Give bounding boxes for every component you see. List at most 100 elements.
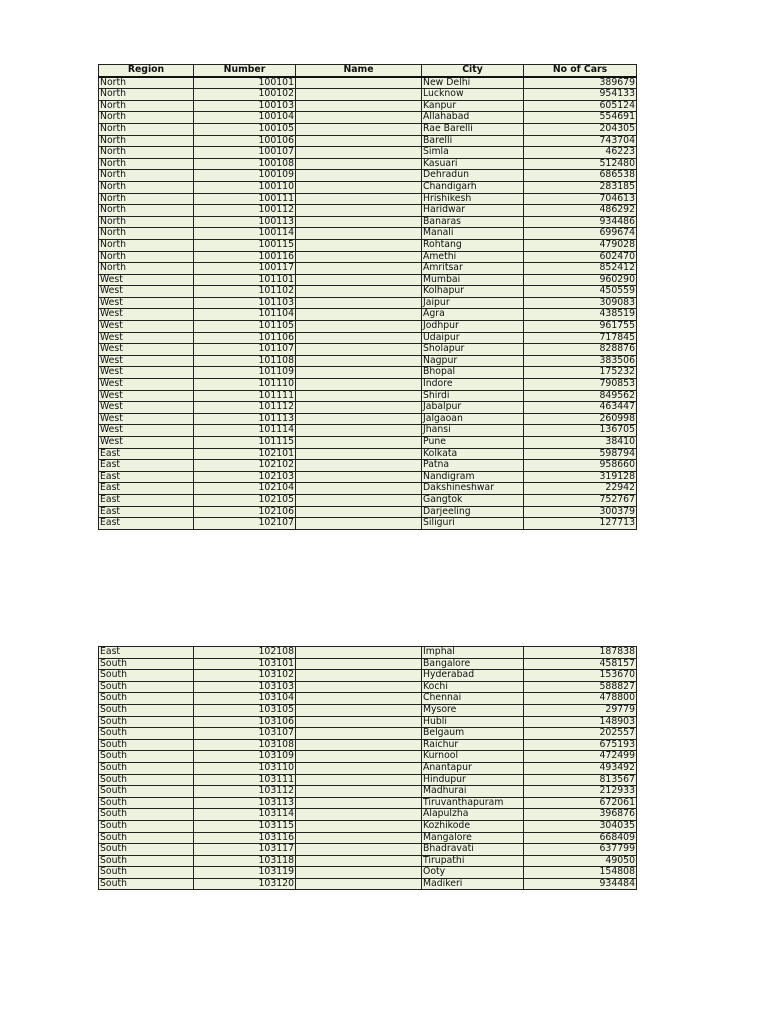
name-cell	[295, 192, 422, 206]
city-cell: Rae Barelli	[421, 122, 524, 136]
name-cell	[295, 761, 422, 775]
region-cell: South	[98, 877, 194, 891]
city-cell: New Delhi	[421, 76, 524, 90]
cars-cell: 598794	[523, 447, 637, 461]
region-cell: East	[98, 646, 194, 659]
city-cell: Dehradun	[421, 169, 524, 182]
name-cell	[295, 122, 422, 136]
name-cell	[295, 831, 422, 845]
header-number: Number	[193, 63, 296, 78]
name-cell	[295, 646, 422, 659]
cars-cell: 283185	[523, 180, 637, 194]
region-cell: South	[98, 808, 194, 821]
region-cell: South	[98, 669, 194, 682]
table-row: West 101102 Kolhapur 450559	[98, 285, 637, 298]
number-cell: 102106	[193, 505, 296, 519]
cars-cell: 309083	[523, 296, 637, 310]
name-cell	[295, 366, 422, 380]
city-cell: Imphal	[421, 646, 524, 659]
city-cell: Nandigram	[421, 470, 524, 484]
city-cell: Hrishikesh	[421, 192, 524, 206]
number-cell: 102107	[193, 517, 296, 530]
name-cell	[295, 470, 422, 484]
table-body: North 100101 New Delhi 389679 North 100102 Luc…	[98, 76, 637, 530]
name-cell	[295, 227, 422, 240]
city-cell: Kolhapur	[421, 285, 524, 298]
table-row: East 102101 Kolkata 598794	[98, 447, 637, 461]
table-row: East 102108 Imphal 187838	[98, 646, 637, 659]
cars-cell: 479028	[523, 238, 637, 252]
region-cell: South	[98, 773, 194, 787]
city-cell: Chennai	[421, 692, 524, 705]
number-cell: 100116	[193, 250, 296, 264]
city-cell: Indore	[421, 378, 524, 391]
table-row: West 101111 Shirdi 849562	[98, 389, 637, 403]
cars-cell: 752767	[523, 493, 637, 507]
name-cell	[295, 389, 422, 403]
number-cell: 101104	[193, 308, 296, 322]
number-cell: 100104	[193, 111, 296, 124]
number-cell: 101110	[193, 378, 296, 391]
table-row: North 100113 Banaras 934486	[98, 215, 637, 229]
number-cell: 103105	[193, 703, 296, 717]
name-cell	[295, 715, 422, 729]
city-cell: Lucknow	[421, 88, 524, 101]
city-cell: Tiruvanthapuram	[421, 796, 524, 810]
cars-cell: 813567	[523, 773, 637, 787]
table-row: South 103107 Belgaum 202557	[98, 727, 637, 740]
table-row: South 103113 Tiruvanthapuram 672061	[98, 796, 637, 810]
cars-cell: 602470	[523, 250, 637, 264]
number-cell: 101114	[193, 424, 296, 437]
number-cell: 103113	[193, 796, 296, 810]
number-cell: 100109	[193, 169, 296, 182]
number-cell: 101113	[193, 412, 296, 426]
cars-cell: 383506	[523, 354, 637, 368]
region-cell: West	[98, 436, 194, 449]
city-cell: Alapulzha	[421, 808, 524, 821]
city-cell: Jalgaoan	[421, 412, 524, 426]
region-cell: North	[98, 192, 194, 206]
table-row: East 102102 Patna 958660	[98, 459, 637, 472]
cars-cell: 790853	[523, 378, 637, 391]
city-cell: Amethi	[421, 250, 524, 264]
number-cell: 103112	[193, 785, 296, 798]
city-cell: Jodhpur	[421, 320, 524, 333]
number-cell: 103107	[193, 727, 296, 740]
city-cell: Pune	[421, 436, 524, 449]
region-cell: North	[98, 76, 194, 90]
name-cell	[295, 401, 422, 414]
region-cell: West	[98, 366, 194, 380]
table-row: West 101114 Jhansi 136705	[98, 424, 637, 437]
cars-cell: 22942	[523, 482, 637, 495]
city-cell: Bhopal	[421, 366, 524, 380]
name-cell	[295, 343, 422, 356]
name-cell	[295, 669, 422, 682]
number-cell: 100102	[193, 88, 296, 101]
name-cell	[295, 447, 422, 461]
cars-cell: 187838	[523, 646, 637, 659]
name-cell	[295, 331, 422, 345]
table-row: South 103106 Hubli 148903	[98, 715, 637, 729]
number-cell: 100112	[193, 204, 296, 217]
table-row: South 103118 Tirupathi 49050	[98, 854, 637, 868]
number-cell: 100107	[193, 146, 296, 159]
region-cell: South	[98, 715, 194, 729]
name-cell	[295, 378, 422, 391]
name-cell	[295, 482, 422, 495]
table-row: North 100108 Kasuari 512480	[98, 157, 637, 171]
name-cell	[295, 296, 422, 310]
cars-cell: 472499	[523, 750, 637, 763]
header-region: Region	[98, 63, 194, 78]
city-cell: Madikeri	[421, 877, 524, 891]
city-cell: Jabalpur	[421, 401, 524, 414]
region-cell: North	[98, 238, 194, 252]
city-cell: Bhadravati	[421, 843, 524, 856]
region-cell: South	[98, 761, 194, 775]
table-row: West 101107 Sholapur 828876	[98, 343, 637, 356]
number-cell: 101101	[193, 273, 296, 287]
city-cell: Mangalore	[421, 831, 524, 845]
table-row: West 101112 Jabalpur 463447	[98, 401, 637, 414]
table-row: North 100104 Allahabad 554691	[98, 111, 637, 124]
city-cell: Hindupur	[421, 773, 524, 787]
number-cell: 101115	[193, 436, 296, 449]
